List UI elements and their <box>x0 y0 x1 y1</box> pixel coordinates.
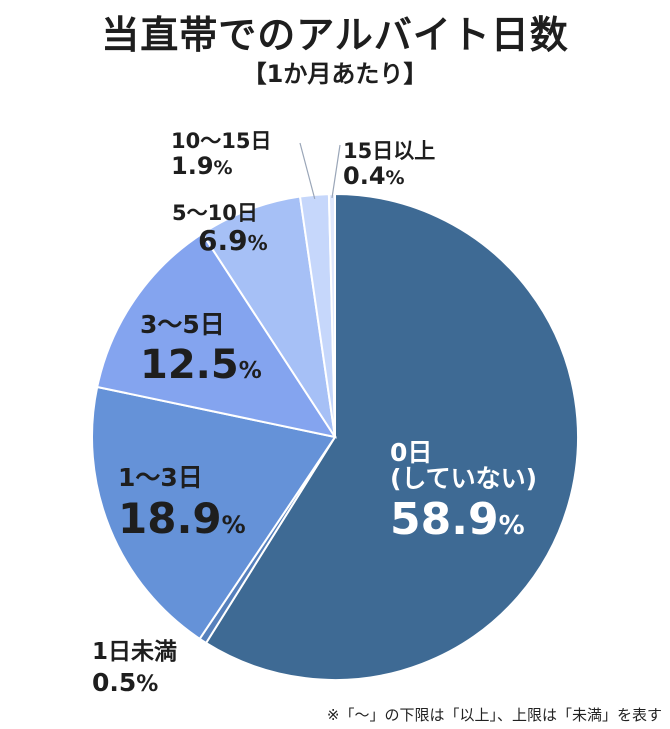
label-under-1day-category: 1日未満 <box>92 639 178 665</box>
label-10-15days: 10〜15日 1.9% <box>171 130 271 179</box>
chart-subtitle: 【1か月あたり】 <box>242 60 428 88</box>
label-15days-plus-value: 0.4% <box>343 162 405 191</box>
label-10-15days-value: 1.9% <box>171 152 233 181</box>
label-0days-category: 0日 <box>390 438 433 467</box>
label-5-10days-value: 6.9% <box>198 224 268 258</box>
label-10-15days-category: 10〜15日 <box>171 129 272 153</box>
pie-slice-4 <box>200 195 336 438</box>
leader-line-6 <box>331 144 341 199</box>
footnote: ※「〜」の下限は「以上」、上限は「未満」を表す <box>326 706 662 724</box>
label-1-3days-category: 1〜3日 <box>118 463 203 492</box>
label-3-5days: 3〜5日 12.5% <box>140 310 262 389</box>
label-under-1day: 1日未満 0.5% <box>92 640 177 696</box>
pie-slice-3 <box>96 232 338 439</box>
label-0days: 0日 (していない) 58.9% <box>390 438 538 545</box>
label-5-10days-category: 5〜10日 <box>172 201 258 225</box>
pie-slice-2 <box>91 385 337 641</box>
label-0days-sublabel: (していない) <box>390 464 538 494</box>
pie-slice-6 <box>327 192 336 438</box>
label-1-3days-value: 18.9% <box>118 494 246 544</box>
label-15days-plus: 15日以上 0.4% <box>343 140 435 189</box>
label-under-1day-value: 0.5% <box>92 668 159 698</box>
label-0days-value: 58.9% <box>390 493 525 545</box>
leader-line-5 <box>299 142 316 200</box>
pie-slice-0 <box>204 192 579 681</box>
label-5-10days: 5〜10日 6.9% <box>172 202 268 255</box>
label-3-5days-value: 12.5% <box>140 342 262 389</box>
label-3-5days-category: 3〜5日 <box>140 310 225 339</box>
label-15days-plus-category: 15日以上 <box>343 139 436 163</box>
chart-title: 当直帯でのアルバイト日数 <box>101 13 569 57</box>
label-1-3days: 1〜3日 18.9% <box>118 463 246 544</box>
